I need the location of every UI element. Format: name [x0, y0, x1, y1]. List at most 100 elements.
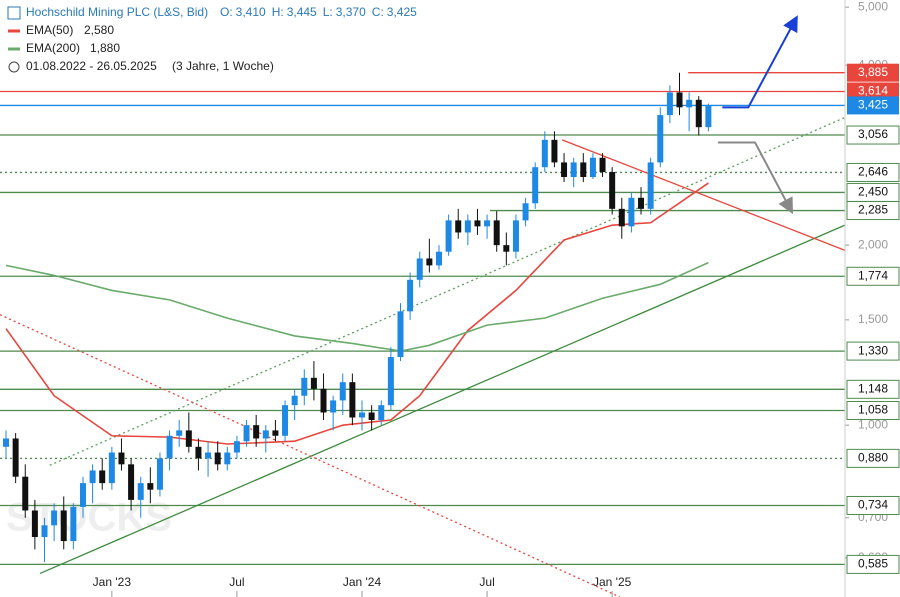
candle-body [31, 510, 38, 538]
candle-body [330, 400, 337, 413]
chart-icon [7, 6, 21, 20]
legend: Hochschild Mining PLC (L&S, Bid) O: 3,410… [7, 5, 417, 73]
candle-body [89, 470, 96, 484]
candle-body [233, 441, 240, 453]
level-label: 3,425 [858, 98, 888, 112]
candle-body [609, 172, 616, 209]
ohlc-value: 3,370 [336, 5, 366, 19]
candle-body [416, 258, 423, 280]
level-label: 0,585 [858, 557, 888, 571]
x-tick-label: Jan '25 [593, 575, 632, 589]
candle-body [195, 446, 202, 459]
level-label: 1,148 [858, 381, 888, 395]
candle-body [541, 139, 548, 168]
level-tag [846, 379, 900, 399]
ohlc-value: 3,425 [387, 5, 417, 19]
candle-body [435, 251, 442, 266]
level-tag [846, 125, 900, 145]
candle-body [378, 405, 385, 421]
candle-body [301, 377, 308, 396]
candle-body [128, 464, 135, 500]
candle-body [156, 458, 163, 490]
ema-line [5, 261, 709, 352]
candle-body [99, 470, 106, 484]
candle-body [22, 476, 29, 511]
candle-body [185, 430, 192, 447]
y-tick-label: 5,000 [858, 0, 888, 13]
candle-body [561, 162, 568, 178]
level-label: 0,880 [858, 451, 888, 465]
candle-body [532, 167, 539, 204]
candle-body [320, 388, 327, 413]
candle-body [243, 425, 250, 442]
trendline [49, 116, 846, 466]
trendline [717, 141, 793, 215]
level-label: 1,330 [858, 343, 888, 357]
candle-body [686, 99, 693, 108]
ohlc: O: 3,410 H: 3,445 L: 3,370 C: 3,425 [220, 5, 417, 19]
x-tick-label: Jan '24 [343, 575, 382, 589]
x-tick-label: Jul [229, 575, 244, 589]
candle-body [666, 92, 673, 116]
candle-body [224, 452, 231, 465]
candle-body [464, 220, 471, 233]
candle-body [253, 425, 260, 439]
ema-line [5, 182, 709, 445]
ohlc-value: 3,445 [287, 5, 317, 19]
y-tick-label: 1,500 [858, 312, 888, 326]
candle-body [503, 245, 510, 252]
candle-body [618, 208, 625, 227]
ohlc-name: C: [372, 5, 384, 19]
candle-body [599, 157, 606, 173]
level-label: 0,734 [858, 498, 888, 512]
candle-body [628, 197, 635, 227]
candle-body [349, 382, 356, 418]
ohlc-name: H: [272, 5, 284, 19]
level-label: 1,774 [858, 268, 888, 282]
ohlc-value: 3,410 [236, 5, 266, 19]
candle-body [474, 220, 481, 227]
level-tag [847, 63, 899, 82]
level-tag [847, 96, 899, 115]
y-tick-label: 1,000 [858, 417, 888, 431]
y-tick-label: 2,000 [858, 237, 888, 251]
candle-body [51, 510, 58, 526]
ohlc-name: O: [220, 5, 233, 19]
candle-body [580, 162, 587, 178]
trendline [39, 224, 846, 575]
candle-body [359, 412, 366, 418]
level-tag [846, 341, 900, 361]
trendline [0, 314, 621, 597]
candle-body [522, 203, 529, 221]
trendline [561, 139, 846, 251]
candle-body [551, 139, 558, 163]
candle-body [118, 452, 125, 465]
candle-body [368, 412, 375, 421]
candle-body [108, 452, 115, 484]
level-label: 2,285 [858, 203, 888, 217]
level-tag [846, 162, 900, 182]
candle-body [70, 506, 77, 542]
candle-body [291, 395, 298, 406]
date-range: 01.08.2022 - 26.05.2025 [26, 59, 157, 73]
candle-body [493, 220, 500, 246]
candle-body [445, 220, 452, 252]
candle-body [695, 99, 702, 128]
candle-body [310, 377, 317, 389]
candle-body [676, 92, 683, 108]
candle-body [512, 220, 519, 252]
candle-body [12, 438, 19, 477]
x-tick-label: Jan '23 [93, 575, 132, 589]
candle-body [205, 452, 212, 459]
candle-body [426, 258, 433, 266]
candle-body [282, 405, 289, 436]
candle-body [176, 430, 183, 436]
legend-name: EMA(50) [26, 23, 73, 37]
candle-body [137, 483, 144, 500]
candle-body [657, 115, 664, 163]
candle-body [79, 483, 86, 507]
trendline [722, 15, 798, 109]
level-tag [846, 266, 900, 286]
candle-body [705, 105, 712, 128]
